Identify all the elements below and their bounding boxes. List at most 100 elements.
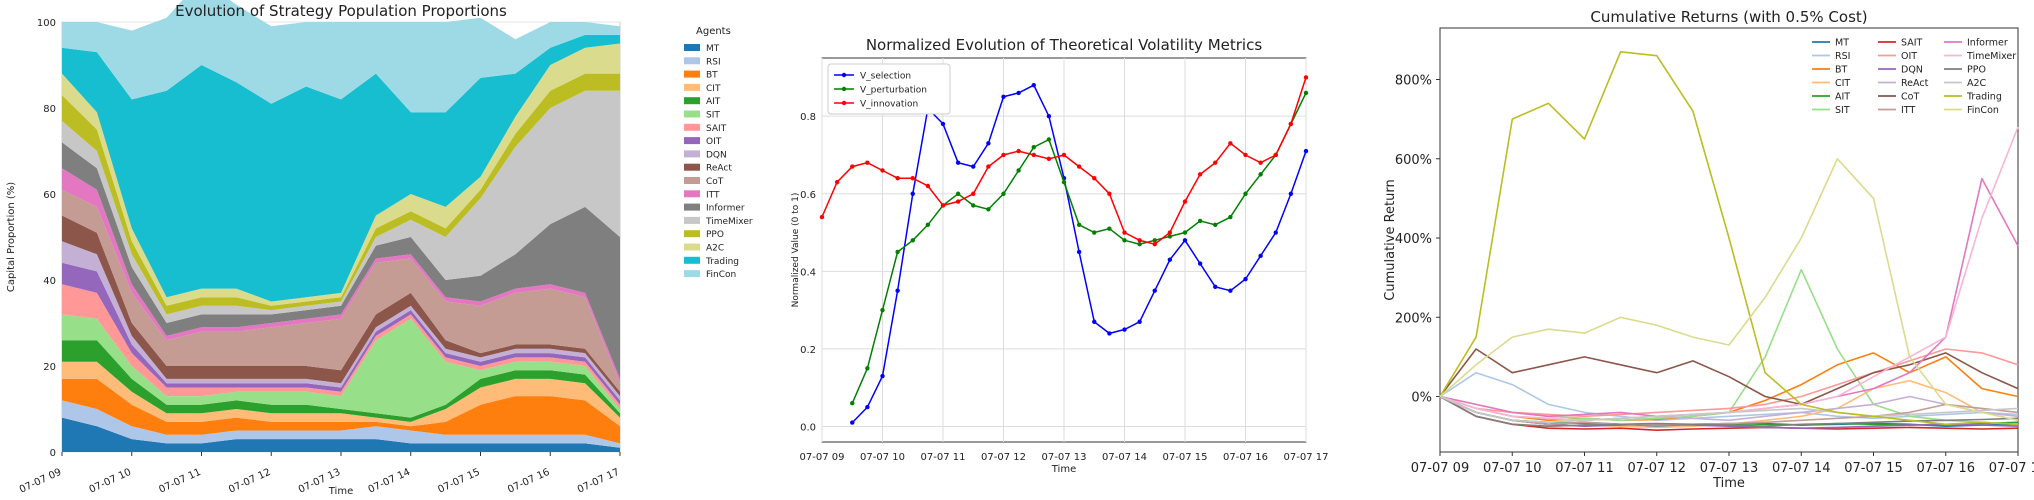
chart-1-legend-label: OIT [706, 137, 722, 147]
chart-2-point-v-innovation [1303, 75, 1309, 80]
chart-2-point-v-perturbation [1258, 172, 1263, 177]
chart-3-legend-label: DQN [1901, 65, 1923, 76]
chart-2-point-v-innovation [1213, 160, 1218, 165]
chart-2-point-v-selection [865, 404, 870, 410]
chart-3-legend-label: CoT [1901, 92, 1919, 103]
chart-2-point-v-innovation [850, 164, 855, 169]
chart-2-point-v-selection [1122, 327, 1127, 332]
chart-1-area-timemixer [62, 90, 620, 323]
chart-3-legend-label: Trading [1966, 92, 2002, 103]
chart-3-xtick-label: 07-07 15 [1844, 461, 1902, 476]
chart-1-legend-label: DQN [706, 150, 727, 160]
chart-1-legend-swatch [684, 110, 700, 118]
chart-3-line: 0% 200% 400% 600% 800% 07-07 09 07-07 10 07-07 … [1383, 8, 2034, 491]
chart-2-point-v-perturbation [1061, 179, 1067, 185]
chart-1-legend-swatch [684, 70, 700, 78]
chart-1-legend-label: ReAct [706, 164, 732, 174]
chart-1-area-cot [62, 189, 620, 392]
chart-3-legend-label: TimeMixer [1966, 51, 2016, 62]
chart-1-area-informer [62, 142, 620, 379]
chart-2-point-v-innovation [1122, 230, 1127, 235]
chart-1-ytick-label: 40 [43, 276, 56, 287]
chart-3-xtick-label: 07-07 12 [1628, 461, 1686, 476]
chart-2-point-v-innovation [1001, 152, 1006, 158]
chart-1-legend-label: Informer [706, 204, 745, 214]
chart-3-legend-label: AIT [1835, 92, 1850, 103]
chart-1-legend-label: SAIT [706, 124, 727, 134]
chart-1-legend-label: RSI [706, 57, 721, 67]
chart-2-point-v-perturbation [955, 191, 961, 196]
chart-3-series-oit [1439, 348, 2019, 418]
chart-2-legend: V_selection V_perturbation V_innovation [827, 63, 951, 115]
chart-2-point-v-innovation [1197, 172, 1203, 177]
chart-2-point-v-selection [1092, 319, 1097, 324]
chart-1-legend-swatch [684, 270, 700, 278]
chart-2-point-v-innovation [940, 203, 946, 208]
chart-2-xtick-label: 07-07 09 [800, 452, 845, 463]
chart-1-area-ppo [62, 73, 620, 315]
chart-1-area-a2c [62, 43, 620, 306]
chart-1-area-dqn [62, 241, 620, 401]
chart-1-legend-label: BT [706, 71, 718, 81]
chart-3-legend: MT RSI BT CIT AIT SIT SAIT OIT DQN ReAct CoT ITT Inf… [1812, 38, 2016, 116]
chart-2-point-v-perturbation [850, 401, 855, 406]
chart-3-series-a2c [1439, 395, 2019, 424]
chart-1-legend-label: AIT [706, 97, 721, 107]
chart-2-point-v-perturbation [1092, 230, 1097, 235]
chart-2-point-v-selection [1076, 249, 1082, 255]
chart-2-point-v-selection [880, 373, 885, 379]
chart-1-legend-label: MT [706, 44, 720, 54]
chart-3-xtick-label: 07-07 14 [1772, 461, 1830, 476]
chart-2-point-v-selection [1213, 284, 1218, 290]
chart-2-point-v-selection [1046, 113, 1052, 119]
chart-2-point-v-innovation [1288, 121, 1294, 127]
chart-1-legend-swatch [684, 44, 700, 51]
chart-2-point-v-innovation [834, 179, 840, 185]
chart-2-point-v-innovation [925, 183, 931, 189]
chart-3-legend-label: Informer [1967, 38, 2008, 49]
chart-1-area-bt [62, 378, 620, 444]
chart-2-point-v-selection [1182, 238, 1188, 243]
chart-2-point-v-perturbation [1122, 238, 1127, 243]
chart-2-point-v-perturbation [1228, 214, 1233, 220]
chart-3-legend-label: SIT [1835, 105, 1850, 116]
chart-2-point-v-selection [1137, 319, 1142, 324]
chart-1-xtick-label: 07-07 16 [506, 467, 551, 496]
chart-2-legend-marker [841, 72, 847, 78]
chart-2-point-v-perturbation [910, 238, 915, 243]
chart-1-legend-swatch [684, 83, 700, 91]
chart-2-point-v-perturbation [1197, 218, 1203, 224]
chart-3-ytick-label: 200% [1395, 311, 1432, 326]
chart-1-legend: Agents MT RSI BT CIT AIT SIT SAIT OIT DQN ReAct CoT… [684, 26, 753, 280]
chart-3-ytick-label: 600% [1395, 153, 1432, 168]
chart-3-xlabel: Time [1712, 476, 1745, 491]
chart-1-xtick-label: 07-07 15 [436, 467, 481, 496]
chart-1-ytick-label: 20 [43, 362, 56, 373]
chart-3-title: Cumulative Returns (with 0.5% Cost) [1590, 8, 1867, 26]
chart-3-legend-label: PPO [1967, 65, 1986, 76]
chart-2-xtick-label: 07-07 13 [1042, 452, 1087, 463]
chart-2-title: Normalized Evolution of Theoretical Vola… [866, 36, 1263, 54]
chart-2-point-v-selection [1288, 191, 1294, 196]
chart-1-legend-label: TimeMixer [705, 217, 753, 227]
chart-2-point-v-perturbation [1213, 222, 1218, 227]
chart-1-xtick-label: 07-07 17 [576, 467, 621, 496]
chart-3-legend-label: MT [1835, 38, 1849, 49]
chart-2-point-v-perturbation [1152, 238, 1157, 243]
chart-2-point-v-innovation [910, 176, 915, 181]
chart-2-point-v-selection [1167, 257, 1173, 262]
chart-1-area-itt [62, 168, 620, 384]
chart-2-xlabel: Time [1051, 464, 1076, 475]
chart-2-point-v-innovation [1258, 160, 1263, 165]
chart-3-legend-label: ITT [1901, 105, 1915, 116]
chart-3-legend-label: ReAct [1901, 78, 1929, 89]
chart-2-point-v-perturbation [865, 366, 870, 371]
chart-3-series-sait [1439, 395, 2019, 432]
chart-2-point-v-perturbation [1182, 230, 1188, 235]
chart-1-xtick-label: 07-07 12 [227, 467, 272, 496]
chart-2-point-v-selection [971, 164, 976, 169]
chart-2-point-v-selection [1258, 253, 1263, 259]
chart-2-point-v-perturbation [1107, 226, 1112, 231]
chart-1-legend-swatch [684, 190, 700, 198]
chart-2-point-v-selection [1303, 148, 1309, 154]
